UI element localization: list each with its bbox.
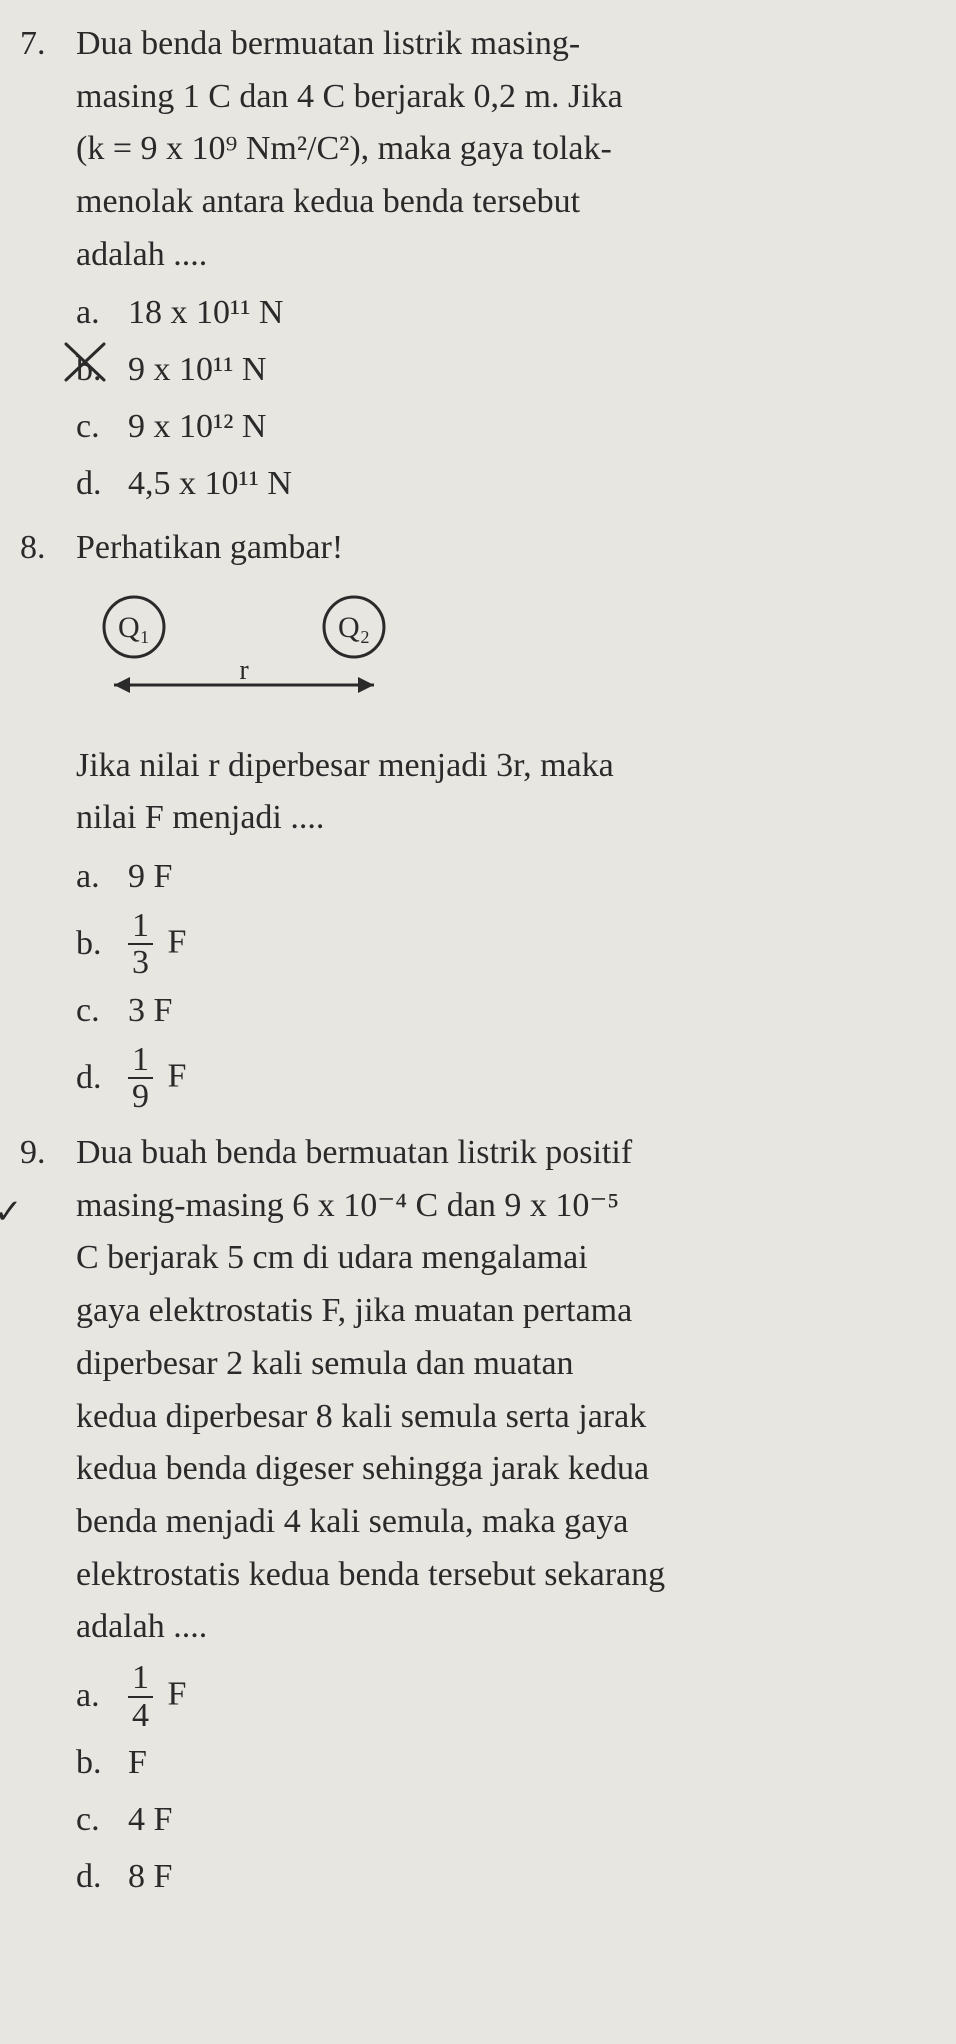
question-number: 7. bbox=[20, 18, 76, 514]
q8-intro: Perhatikan gambar! bbox=[76, 522, 920, 575]
option-text: F bbox=[128, 1737, 920, 1790]
q7-line: masing 1 C dan 4 C berjarak 0,2 m. Jika bbox=[76, 71, 920, 124]
fraction-denominator: 4 bbox=[128, 1698, 153, 1734]
option-letter: c. bbox=[76, 401, 128, 454]
q8-line: Jika nilai r diperbesar menjadi 3r, maka bbox=[76, 740, 920, 793]
option-letter: c. bbox=[76, 1794, 128, 1847]
fraction: 1 4 bbox=[128, 1660, 153, 1733]
q8-option-b: b. 1 3 F bbox=[76, 908, 920, 981]
fraction-suffix: F bbox=[168, 923, 187, 960]
q2-label: Q₂ bbox=[338, 611, 370, 644]
q7-option-d: d. 4,5 x 10¹¹ N bbox=[76, 458, 920, 511]
option-text: 1 4 F bbox=[128, 1660, 920, 1733]
q1-label: Q₁ bbox=[118, 611, 150, 644]
fraction: 1 9 bbox=[128, 1042, 153, 1115]
checkmark-icon: ✓ bbox=[0, 1187, 23, 1240]
option-text: 4 F bbox=[128, 1794, 920, 1847]
question-body: Dua benda bermuatan listrik masing- masi… bbox=[76, 18, 920, 514]
option-letter: b. bbox=[76, 918, 128, 971]
q8-option-c: c. 3 F bbox=[76, 985, 920, 1038]
r-label: r bbox=[239, 655, 249, 686]
q7-line: Dua benda bermuatan listrik masing- bbox=[76, 18, 920, 71]
question-9: ✓ 9. Dua buah benda bermuatan listrik po… bbox=[20, 1127, 920, 1907]
option-text: 8 F bbox=[128, 1851, 920, 1904]
q7-option-b: b. 9 x 10¹¹ N bbox=[76, 344, 920, 397]
q7-option-c: c. 9 x 10¹² N bbox=[76, 401, 920, 454]
option-letter: a. bbox=[76, 287, 128, 340]
question-number: 9. bbox=[20, 1127, 76, 1907]
option-text: 1 9 F bbox=[128, 1042, 920, 1115]
q7-line: adalah .... bbox=[76, 229, 920, 282]
option-letter: d. bbox=[76, 1851, 128, 1904]
q9-line: gaya elektrostatis F, jika muatan pertam… bbox=[76, 1285, 920, 1338]
option-text: 1 3 F bbox=[128, 908, 920, 981]
exam-page: 7. Dua benda bermuatan listrik masing- m… bbox=[0, 0, 956, 1955]
option-letter: a. bbox=[76, 1670, 128, 1723]
question-body: Dua buah benda bermuatan listrik positif… bbox=[76, 1127, 920, 1907]
q9-option-a: a. 1 4 F bbox=[76, 1660, 920, 1733]
q9-options: a. 1 4 F b. F c. 4 F bbox=[76, 1660, 920, 1903]
fraction-numerator: 1 bbox=[128, 1042, 153, 1080]
q7-line: (k = 9 x 10⁹ Nm²/C²), maka gaya tolak- bbox=[76, 123, 920, 176]
q9-line: diperbesar 2 kali semula dan muatan bbox=[76, 1338, 920, 1391]
fraction-numerator: 1 bbox=[128, 1660, 153, 1698]
q7-options: a. 18 x 10¹¹ N b. 9 x 10¹¹ N bbox=[76, 287, 920, 510]
option-text: 9 x 10¹¹ N bbox=[128, 344, 920, 397]
question-number: 8. bbox=[20, 522, 76, 1119]
q9-option-c: c. 4 F bbox=[76, 1794, 920, 1847]
q9-line: masing-masing 6 x 10⁻⁴ C dan 9 x 10⁻⁵ bbox=[76, 1180, 920, 1233]
option-letter: c. bbox=[76, 985, 128, 1038]
option-letter: a. bbox=[76, 851, 128, 904]
q9-option-d: d. 8 F bbox=[76, 1851, 920, 1904]
q8-options: a. 9 F b. 1 3 F c. 3 F bbox=[76, 851, 920, 1115]
fraction: 1 3 bbox=[128, 908, 153, 981]
q8-option-d: d. 1 9 F bbox=[76, 1042, 920, 1115]
option-text: 9 F bbox=[128, 851, 920, 904]
q8-line: nilai F menjadi .... bbox=[76, 792, 920, 845]
option-text: 4,5 x 10¹¹ N bbox=[128, 458, 920, 511]
option-letter: d. bbox=[76, 458, 128, 511]
q9-line: C berjarak 5 cm di udara mengalamai bbox=[76, 1232, 920, 1285]
fraction-suffix: F bbox=[168, 1675, 187, 1712]
option-text: 18 x 10¹¹ N bbox=[128, 287, 920, 340]
option-text: 3 F bbox=[128, 985, 920, 1038]
fraction-denominator: 3 bbox=[128, 945, 153, 981]
fraction-suffix: F bbox=[168, 1057, 187, 1094]
question-8: 8. Perhatikan gambar! Q₁ Q₂ r J bbox=[20, 522, 920, 1119]
q9-line: kedua diperbesar 8 kali semula serta jar… bbox=[76, 1391, 920, 1444]
q7-line: menolak antara kedua benda tersebut bbox=[76, 176, 920, 229]
q7-option-a: a. 18 x 10¹¹ N bbox=[76, 287, 920, 340]
option-text: 9 x 10¹² N bbox=[128, 401, 920, 454]
question-body: Perhatikan gambar! Q₁ Q₂ r Jika nilai r … bbox=[76, 522, 920, 1119]
q9-option-b: b. F bbox=[76, 1737, 920, 1790]
fraction-numerator: 1 bbox=[128, 908, 153, 946]
crossed-letter: b. bbox=[76, 344, 102, 397]
fraction-denominator: 9 bbox=[128, 1079, 153, 1115]
q9-line: adalah .... bbox=[76, 1601, 920, 1654]
option-letter: b. bbox=[76, 344, 128, 397]
q8-diagram: Q₁ Q₂ r bbox=[80, 589, 920, 726]
q8-option-a: a. 9 F bbox=[76, 851, 920, 904]
q9-line: Dua buah benda bermuatan listrik positif bbox=[76, 1127, 920, 1180]
q9-line: benda menjadi 4 kali semula, maka gaya bbox=[76, 1496, 920, 1549]
option-letter: d. bbox=[76, 1052, 128, 1105]
question-7: 7. Dua benda bermuatan listrik masing- m… bbox=[20, 18, 920, 514]
q9-line: elektrostatis kedua benda tersebut sekar… bbox=[76, 1549, 920, 1602]
option-letter-text: b. bbox=[76, 351, 102, 388]
charge-diagram-icon: Q₁ Q₂ r bbox=[80, 589, 440, 709]
q9-line: kedua benda digeser sehingga jarak kedua bbox=[76, 1443, 920, 1496]
option-letter: b. bbox=[76, 1737, 128, 1790]
